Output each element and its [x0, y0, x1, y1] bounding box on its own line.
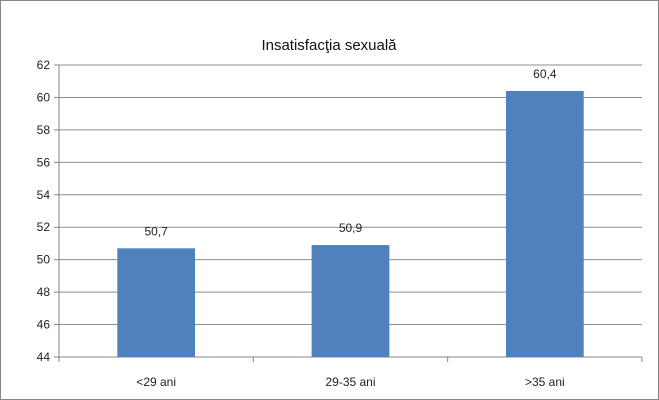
y-tick-label: 48: [37, 285, 51, 299]
bar: [311, 245, 390, 357]
y-tick-label: 62: [37, 58, 51, 72]
chart-title: Insatisfacţia sexuală: [261, 37, 397, 54]
bars: [117, 90, 584, 357]
x-tick-label: <29 ani: [136, 375, 176, 389]
y-tick-label: 56: [37, 155, 51, 169]
y-tick-label: 50: [37, 253, 51, 267]
axes: 44 46 48 50 52 54 56 58 60 62 <29 ani 29-35 ani >35 …: [37, 58, 643, 389]
y-tick-label: 46: [37, 318, 51, 332]
y-tick-label: 54: [37, 188, 51, 202]
x-tick-label: >35 ani: [525, 375, 565, 389]
bar-value-label: 50,7: [144, 224, 168, 238]
bar: [505, 90, 584, 357]
y-tick-label: 52: [37, 220, 51, 234]
x-tick-label: 29-35 ani: [325, 375, 375, 389]
bar-value-label: 50,9: [339, 221, 363, 235]
bar-value-label: 60,4: [533, 67, 557, 81]
y-tick-label: 58: [37, 123, 51, 137]
y-tick-label: 44: [37, 350, 51, 364]
y-tick-label: 60: [37, 90, 51, 104]
bar: [117, 248, 196, 357]
data-labels: 50,7 50,9 60,4: [144, 67, 556, 238]
